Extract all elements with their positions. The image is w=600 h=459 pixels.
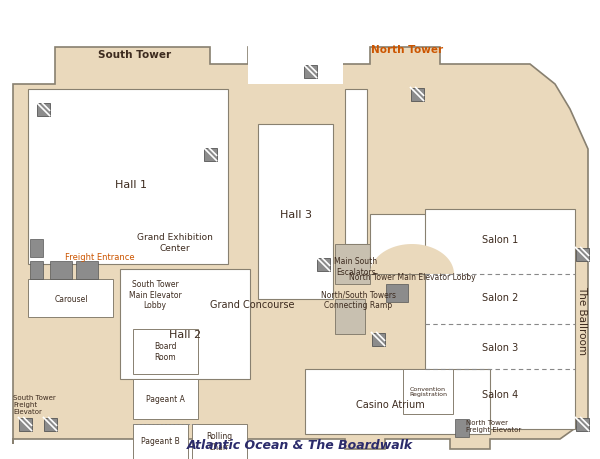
Bar	[133, 379, 198, 419]
Bar	[335, 299, 365, 334]
Bar	[50, 262, 72, 280]
Bar	[37, 103, 50, 116]
Text: Casino Atrium: Casino Atrium	[356, 399, 424, 409]
Bar	[575, 248, 589, 261]
Bar	[370, 214, 455, 274]
Text: Salon 2: Salon 2	[482, 292, 518, 302]
Bar	[455, 419, 469, 437]
Bar	[258, 125, 333, 299]
Bar	[192, 424, 247, 459]
Text: Pageant A: Pageant A	[146, 395, 184, 403]
Text: Pageant B: Pageant B	[140, 437, 179, 446]
Bar	[371, 333, 385, 346]
Text: Grand Exhibition
Center: Grand Exhibition Center	[137, 233, 213, 252]
Text: South Tower: South Tower	[98, 50, 172, 60]
Bar	[304, 65, 317, 78]
Bar	[30, 262, 43, 280]
Text: Hall 1: Hall 1	[115, 179, 147, 190]
Text: Grand Concourse: Grand Concourse	[210, 299, 294, 309]
Text: The Ballroom: The Ballroom	[577, 285, 587, 354]
Polygon shape	[13, 48, 588, 449]
Bar	[76, 262, 98, 280]
Text: North/South Towers
Connecting Ramp: North/South Towers Connecting Ramp	[320, 290, 395, 309]
Text: North Tower
Freight Elevator: North Tower Freight Elevator	[466, 420, 521, 432]
Text: South Tower
Freight
Elevator: South Tower Freight Elevator	[13, 394, 56, 414]
Bar	[133, 329, 198, 374]
Bar	[28, 280, 113, 317]
Bar	[403, 369, 453, 414]
Bar	[317, 258, 329, 271]
Text: South Tower
Main Elevator
Lobby: South Tower Main Elevator Lobby	[128, 280, 181, 309]
Bar	[203, 148, 217, 161]
Text: Board
Room: Board Room	[154, 341, 176, 361]
Bar	[305, 369, 490, 434]
Bar	[386, 285, 408, 302]
Bar	[133, 424, 188, 459]
Bar	[19, 418, 32, 431]
Bar	[345, 90, 367, 245]
Text: Freight Entrance: Freight Entrance	[65, 253, 134, 262]
Text: Hall 3: Hall 3	[280, 210, 312, 219]
Text: North Tower: North Tower	[371, 45, 443, 55]
Text: Atlantic Ocean & The Boardwalk: Atlantic Ocean & The Boardwalk	[187, 438, 413, 451]
Text: Convention
Registration: Convention Registration	[409, 386, 447, 397]
Text: Main South
Escalators: Main South Escalators	[334, 257, 377, 276]
Text: Hall 2: Hall 2	[169, 329, 201, 339]
Bar	[575, 418, 589, 431]
Text: Salon 1: Salon 1	[482, 235, 518, 245]
Bar	[28, 90, 228, 264]
Text: Salon 4: Salon 4	[482, 389, 518, 399]
Bar	[44, 418, 56, 431]
Bar	[425, 210, 575, 429]
Text: Rolling
Chair: Rolling Chair	[206, 431, 232, 451]
Bar	[248, 30, 343, 85]
Text: Carousel: Carousel	[54, 295, 88, 304]
Text: Salon 3: Salon 3	[482, 342, 518, 352]
Text: North Tower Main Elevator Lobby: North Tower Main Elevator Lobby	[349, 273, 475, 282]
Bar	[120, 269, 250, 379]
Bar	[335, 245, 370, 285]
Bar	[30, 240, 43, 257]
Bar	[410, 88, 424, 101]
